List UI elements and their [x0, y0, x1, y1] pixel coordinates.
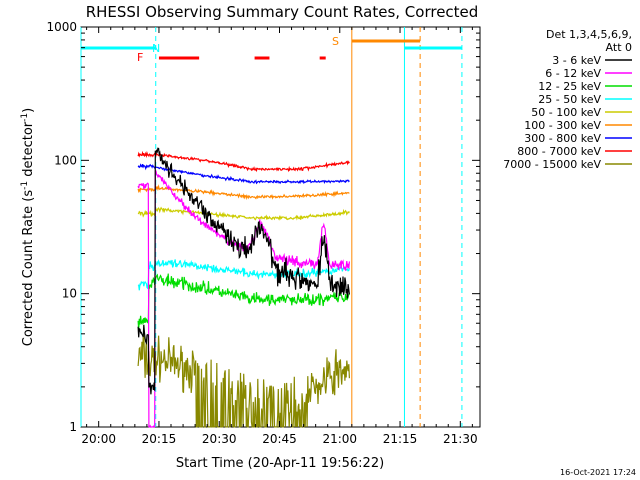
series-line — [137, 332, 350, 428]
legend-header-1: Det 1,3,4,5,6,9, — [546, 28, 632, 41]
x-tick-label: 20:15 — [142, 432, 177, 446]
legend-label: 6 - 12 keV — [545, 67, 601, 80]
series-line — [137, 147, 350, 395]
x-axis: 20:00 20:15 20:30 20:45 21:00 21:15 21:30 — [81, 27, 478, 446]
legend-label: 25 - 50 keV — [538, 93, 601, 106]
legend-label: 12 - 25 keV — [538, 80, 601, 93]
x-tick-label: 21:30 — [443, 432, 478, 446]
y-axis-title: Corrected Count Rate (s-1 detector-1) — [20, 108, 36, 346]
legend-label: 800 - 7000 keV — [517, 145, 601, 158]
series-line — [137, 206, 350, 221]
y-axis-title-sup1: -1 — [20, 181, 30, 190]
series-layer — [137, 147, 350, 428]
night-label: N — [152, 42, 160, 55]
series-line — [137, 150, 350, 173]
x-tick-label: 21:15 — [383, 432, 418, 446]
y-axis-title-b: detector — [21, 121, 36, 181]
x-tick-label: 20:30 — [202, 432, 237, 446]
x-axis-title: Start Time (20-Apr-11 19:56:22) — [176, 456, 384, 471]
footer-date: 16-Oct-2021 17:24 — [560, 468, 636, 477]
legend-label: 50 - 100 keV — [531, 106, 601, 119]
y-axis-title-c: ) — [21, 108, 36, 113]
y-axis: 1 10 100 1000 — [46, 20, 480, 434]
legend-label: 300 - 800 keV — [524, 132, 601, 145]
flare-label: F — [137, 51, 143, 64]
y-tick-label: 1000 — [46, 20, 77, 34]
x-tick-label: 20:00 — [81, 432, 116, 446]
legend-label: 3 - 6 keV — [552, 54, 601, 67]
series-line — [137, 163, 350, 185]
legend-label: 100 - 300 keV — [524, 119, 601, 132]
legend-label: 7000 - 15000 keV — [503, 158, 601, 171]
series-line — [137, 184, 350, 201]
y-axis-title-a: Corrected Count Rate (s — [21, 190, 36, 347]
x-tick-label: 21:00 — [322, 432, 357, 446]
y-tick-label: 1 — [69, 420, 77, 434]
x-tick-label: 20:45 — [262, 432, 297, 446]
legend-header-2: Att 0 — [606, 41, 632, 54]
chart-title: RHESSI Observing Summary Count Rates, Co… — [86, 3, 479, 21]
markers-layer — [80, 27, 463, 427]
y-axis-title-sup2: -1 — [20, 113, 30, 122]
saa-label: S — [332, 35, 339, 48]
y-tick-label: 100 — [54, 153, 77, 167]
y-tick-label: 10 — [62, 287, 77, 301]
series-line — [137, 273, 350, 330]
